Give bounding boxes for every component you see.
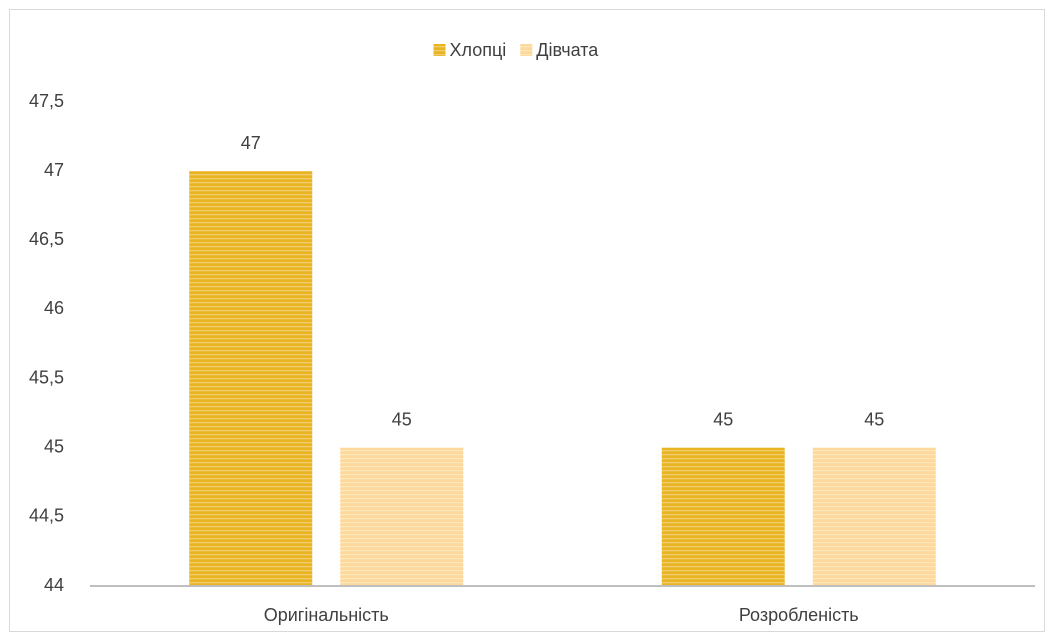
y-tick-label: 44,5 [29,506,64,526]
y-tick-label: 45 [44,436,64,456]
x-tick-label: Оригінальність [264,605,389,625]
data-label: 45 [392,409,412,429]
y-tick-label: 46 [44,298,64,318]
data-label: 45 [713,409,733,429]
legend: Хлопці Дівчата [433,40,599,60]
data-label: 47 [241,133,261,153]
bar [661,447,785,586]
y-tick-label: 47 [44,160,64,180]
legend-label: Хлопці [450,40,507,60]
x-tick-label: Розробленість [739,605,859,625]
legend-swatch [433,44,446,56]
legend-label: Дівчата [536,40,599,60]
y-tick-label: 44 [44,575,64,595]
y-tick-label: 47,5 [29,91,64,111]
bar [812,447,936,586]
data-label: 45 [864,409,884,429]
y-tick-label: 45,5 [29,367,64,387]
legend-swatch [520,44,533,56]
y-tick-label: 46,5 [29,229,64,249]
bar [189,171,313,586]
bar [340,447,464,586]
